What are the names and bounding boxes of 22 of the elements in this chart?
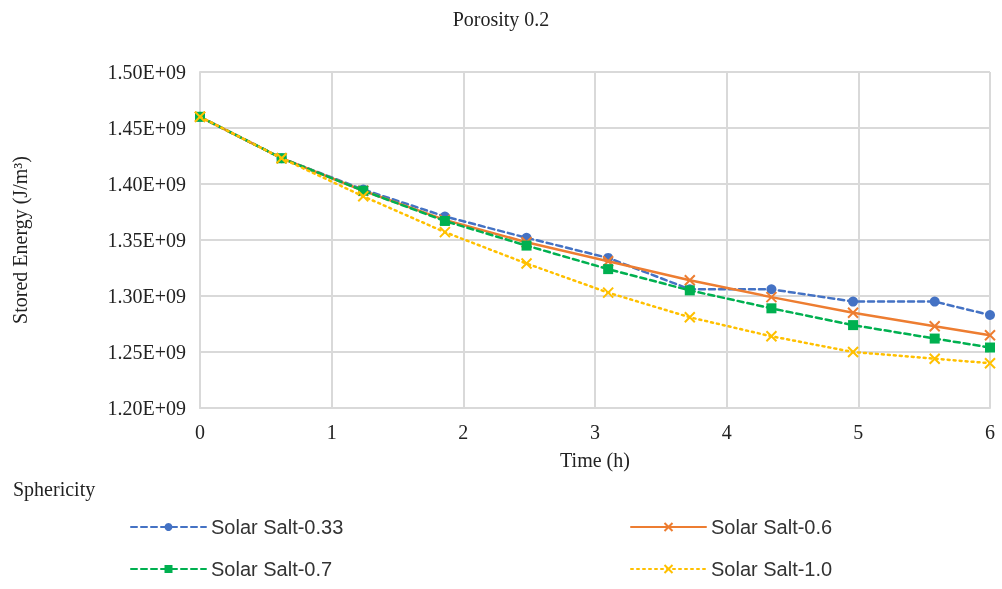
x-tick-label: 2	[458, 421, 469, 443]
x-tick-label: 4	[721, 421, 732, 443]
x-tick-label: 5	[853, 421, 864, 443]
x-tick-label: 0	[195, 421, 205, 443]
x-tick-label: 6	[985, 421, 995, 443]
legend-label: Solar Salt-0.7	[211, 558, 333, 580]
y-tick-label: 1.45E+09	[107, 117, 186, 139]
x-axis-title: Time (h)	[560, 449, 630, 472]
legend-label: Solar Salt-0.6	[711, 516, 833, 538]
legend-label: Solar Salt-1.0	[711, 558, 833, 580]
y-axis-title: Stored Energy (J/m³)	[9, 156, 32, 324]
legend-title: Sphericity	[13, 478, 96, 501]
y-tick-label: 1.25E+09	[107, 341, 186, 363]
legend-label: Solar Salt-0.33	[211, 516, 344, 538]
x-tick-label: 3	[590, 421, 600, 443]
y-tick-label: 1.40E+09	[107, 173, 186, 195]
y-tick-label: 1.50E+09	[107, 61, 186, 83]
x-tick-label: 1	[326, 421, 337, 443]
y-tick-label: 1.30E+09	[107, 285, 186, 307]
chart-title: Porosity 0.2	[452, 8, 550, 31]
y-tick-label: 1.20E+09	[107, 397, 186, 419]
y-tick-label: 1.35E+09	[107, 229, 186, 251]
